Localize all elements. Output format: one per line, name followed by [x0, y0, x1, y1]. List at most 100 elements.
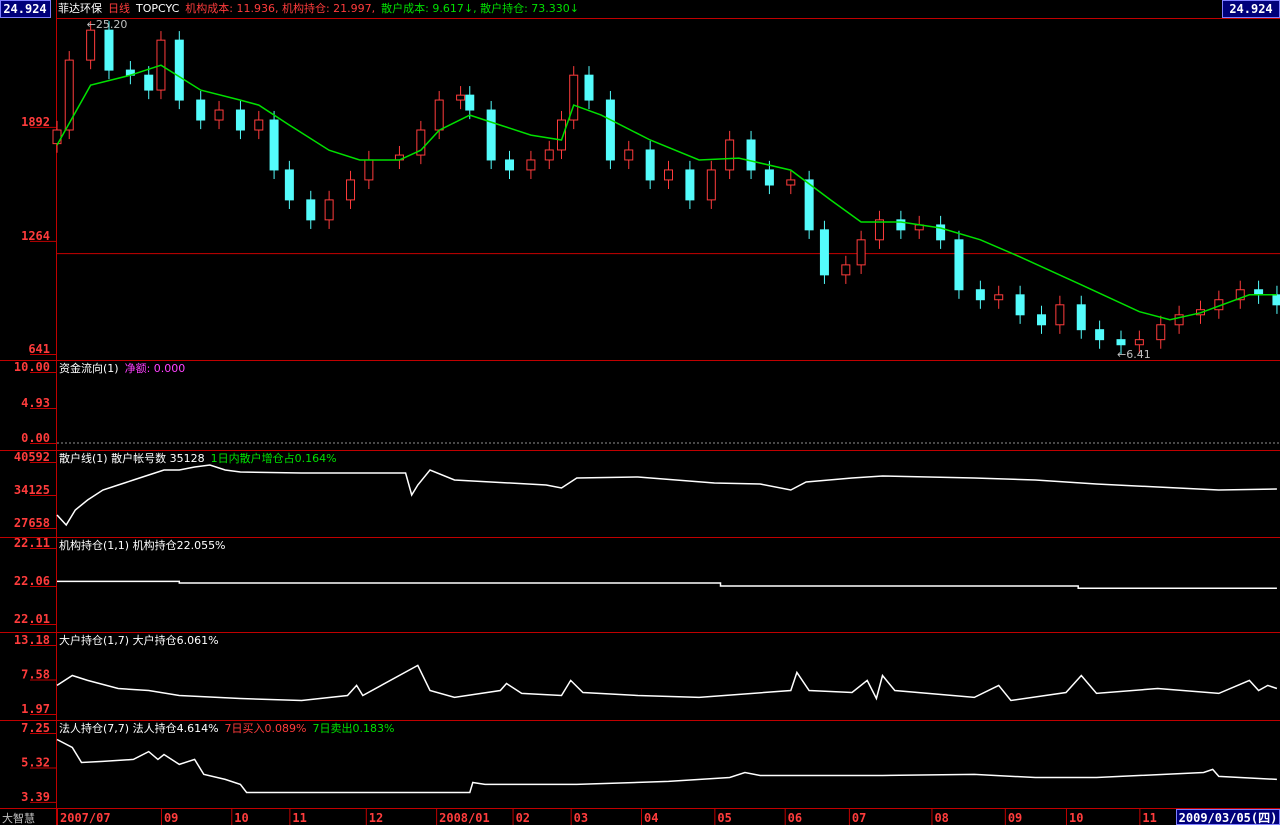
- moving-average: [56, 64, 1277, 321]
- x-tick-label: 10: [1069, 811, 1083, 825]
- title-part: 机构持仓(1,1) 机构持仓22.055%: [59, 538, 226, 552]
- candle-body: [725, 139, 735, 171]
- x-tick-label: 09: [164, 811, 178, 825]
- candle-body: [196, 99, 206, 121]
- x-tick-label: 10: [234, 811, 248, 825]
- x-tick-label: 07: [852, 811, 866, 825]
- title-part: 净额: 0.000: [125, 361, 186, 375]
- title-part: 法人持仓(7,7) 法人持仓4.614%: [59, 721, 219, 735]
- y-tick-label: 0.00: [21, 431, 50, 445]
- y-tick-label: 40592: [14, 450, 50, 464]
- candle-body: [434, 99, 444, 131]
- candle-body: [1116, 339, 1126, 346]
- left-value: 24.924: [3, 2, 46, 16]
- candle-body: [624, 149, 634, 161]
- y-tick-label: 5.32: [21, 755, 50, 769]
- candle-body: [569, 74, 579, 121]
- candle-body: [605, 99, 615, 161]
- y-tick-label: 7.25: [21, 721, 50, 735]
- y-tick-label: 22.06: [14, 574, 50, 588]
- candle-body: [856, 239, 866, 266]
- candle-body: [214, 109, 224, 121]
- y-tick-label: 27658: [14, 516, 50, 530]
- candle-body: [764, 169, 774, 186]
- panel-title: 散户线(1) 散户帐号数 35128 1日内散户增仓占0.164%: [59, 451, 337, 465]
- candle-body: [746, 139, 756, 171]
- candle-body: [416, 129, 426, 156]
- panel-title: 机构持仓(1,1) 机构持仓22.055%: [59, 538, 226, 552]
- candle-body: [306, 199, 316, 221]
- y-tick-label: 4.93: [21, 396, 50, 410]
- title-part: 1日内散户增仓占0.164%: [211, 451, 337, 465]
- candle-body: [936, 224, 946, 241]
- candle-body: [1272, 294, 1280, 306]
- candle-body: [994, 294, 1004, 301]
- x-tick-label: 09: [1008, 811, 1022, 825]
- x-tick-label: 04: [644, 811, 658, 825]
- panel-title: 资金流向(1) 净额: 0.000: [59, 361, 185, 375]
- candle-body: [1055, 304, 1065, 326]
- candle-body: [284, 169, 294, 201]
- candle-body: [975, 289, 985, 301]
- x-tick-label: 08: [934, 811, 948, 825]
- candle-body: [804, 179, 814, 231]
- candle-body: [841, 264, 851, 276]
- candle-body: [465, 94, 475, 111]
- candle-body: [1134, 339, 1144, 346]
- x-tick-label: 05: [717, 811, 731, 825]
- x-tick-label: 12: [369, 811, 383, 825]
- candle-body: [874, 219, 884, 241]
- title-part: 7日卖出0.183%: [312, 721, 394, 735]
- x-tick-label: 02: [516, 811, 530, 825]
- panel-title: 法人持仓(7,7) 法人持仓4.614% 7日买入0.089% 7日卖出0.183%: [59, 721, 394, 735]
- candle-body: [364, 159, 374, 181]
- header-title: 菲达环保 日线 TOPCYC 机构成本: 11.936, 机构持仓: 21.997, 散…: [58, 1, 579, 15]
- high-annotation: ←25.20: [87, 18, 128, 31]
- candle-body: [505, 159, 515, 171]
- candle-body: [1015, 294, 1025, 316]
- candle-body: [544, 149, 554, 161]
- candle-body: [235, 109, 245, 131]
- candle-body: [174, 39, 184, 101]
- x-tick-label: 11: [1142, 811, 1156, 825]
- indicator-line: [57, 580, 1277, 590]
- candle-body: [144, 74, 154, 91]
- y-tick-label: 7.58: [21, 667, 50, 681]
- title-part: 7日买入0.089%: [225, 722, 307, 735]
- candle-body: [706, 169, 716, 201]
- candle-body: [584, 74, 594, 101]
- title-part: 大户持仓(1,7) 大户持仓6.061%: [59, 633, 219, 647]
- title-part: 散户成本: 9.617↓, 散户持仓: 73.330↓: [381, 1, 579, 15]
- x-tick-label: 2008/01: [439, 811, 490, 825]
- candle-body: [254, 119, 264, 131]
- candle-body: [664, 169, 673, 181]
- title-part: 资金流向(1): [59, 361, 119, 375]
- value-box: [0, 0, 51, 18]
- low-annotation: ←6.41: [1117, 348, 1151, 361]
- candle-body: [685, 169, 695, 201]
- panel-title: 大户持仓(1,7) 大户持仓6.061%: [59, 633, 219, 647]
- candle-body: [526, 159, 536, 171]
- y-tick-label: 641: [28, 342, 50, 356]
- x-tick-label: 03: [574, 811, 588, 825]
- brand: 大智慧: [2, 811, 35, 825]
- candle-body: [324, 199, 334, 221]
- candle-body: [1037, 314, 1047, 326]
- title-part: 散户线(1) 散户帐号数 35128: [59, 451, 205, 465]
- candle-body: [1095, 329, 1105, 341]
- candle-body: [1076, 304, 1086, 331]
- x-tick-label: 2007/07: [60, 811, 111, 825]
- candle-body: [786, 179, 796, 186]
- candle-body: [456, 94, 466, 101]
- candle-body: [486, 109, 496, 161]
- right-value: 24.924: [1229, 2, 1272, 16]
- candle-body: [1174, 314, 1184, 326]
- title-part: 机构成本: 11.936, 机构持仓: 21.997,: [185, 1, 375, 15]
- candle-body: [954, 239, 964, 291]
- current-date: 2009/03/05(四): [1179, 811, 1278, 825]
- y-tick-label: 34125: [14, 483, 50, 497]
- x-tick-label: 06: [788, 811, 802, 825]
